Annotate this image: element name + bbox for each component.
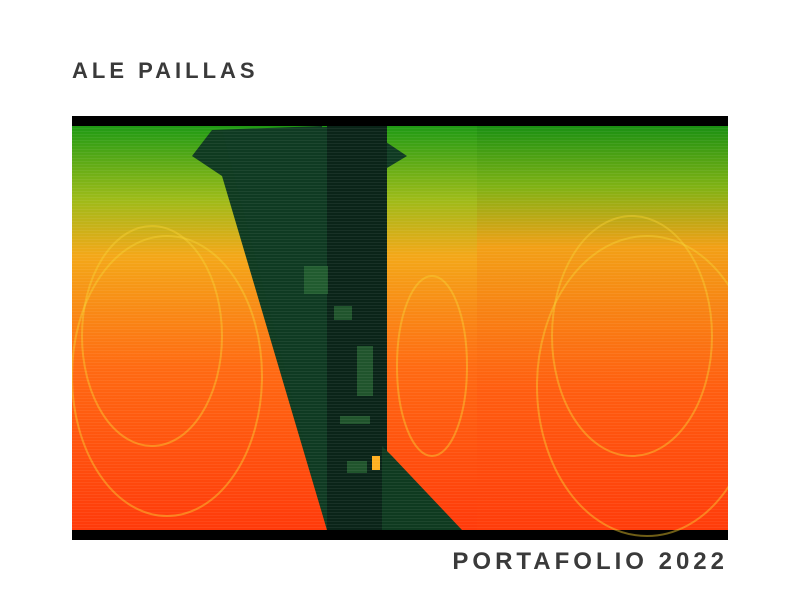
cover-artwork xyxy=(72,116,728,540)
thermal-image-icon xyxy=(72,116,728,540)
author-name: ALE PAILLAS xyxy=(72,58,259,83)
portfolio-title: PORTAFOLIO 2022 xyxy=(452,548,728,575)
